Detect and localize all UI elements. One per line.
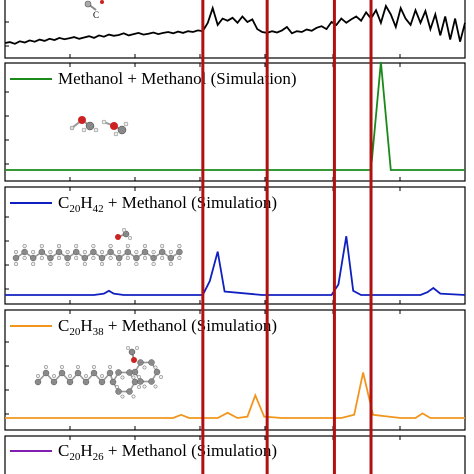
c20h42-molecule — [12, 243, 183, 267]
methanol-molecules — [69, 116, 129, 137]
methanol-on-c20h38 — [125, 345, 140, 363]
top-atom-label: C — [93, 10, 99, 20]
panel-methanol: Methanol + Methanol (Simulation) — [4, 61, 466, 182]
panel-c20h26: C20H26 + Methanol (Simulation) — [4, 435, 466, 474]
legend-c20h38: C20H38 + Methanol (Simulation) — [58, 316, 277, 338]
panel-c20h42: C20H42 + Methanol (Simulation) — [4, 186, 466, 305]
methanol-on-c20h42 — [115, 227, 133, 241]
methanol-spectrum-line — [5, 61, 465, 171]
c20h42-spectrum-line — [5, 236, 466, 296]
panel-frame — [4, 62, 466, 182]
panel-frame — [4, 0, 466, 59]
c20h38-molecule — [34, 359, 163, 399]
c20h38-spectrum-line — [5, 372, 465, 419]
panel-frame — [4, 186, 466, 305]
top-spectrum-line — [4, 3, 466, 45]
top-partial-molecule: C — [84, 0, 104, 20]
axis-ticks — [5, 21, 401, 440]
panel-top: C — [4, 0, 466, 59]
panel-frame — [4, 435, 466, 474]
legend-c20h26: C20H26 + Methanol (Simulation) — [58, 441, 277, 463]
panel-c20h38: C20H38 + Methanol (Simulation) — [4, 309, 466, 431]
panel-frame — [4, 309, 466, 431]
vertical-markers — [201, 0, 373, 474]
legend-c20h42: C20H42 + Methanol (Simulation) — [58, 193, 277, 215]
legend-methanol: Methanol + Methanol (Simulation) — [58, 69, 297, 88]
